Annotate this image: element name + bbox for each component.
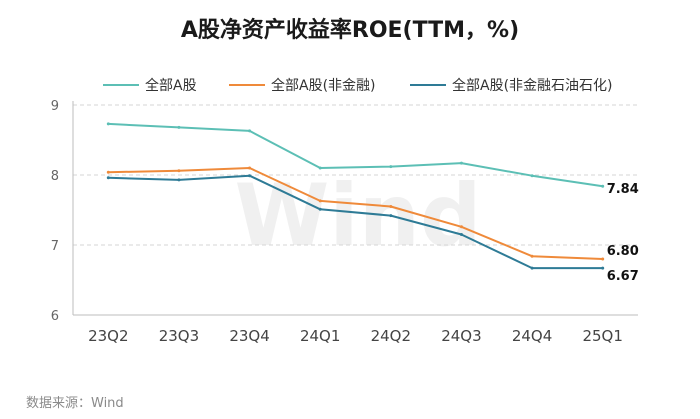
data-point: [601, 266, 605, 270]
legend-label: 全部A股(非金融): [271, 78, 376, 94]
data-point: [459, 233, 463, 236]
chart-title: A股净资产收益率ROE(TTM，%): [180, 18, 520, 43]
data-point: [601, 184, 605, 188]
data-point: [177, 125, 181, 129]
y-tick-label: 7: [51, 239, 59, 254]
data-point: [248, 166, 252, 170]
data-point: [389, 165, 393, 169]
data-point: [106, 170, 110, 174]
x-tick-label: 24Q4: [512, 327, 552, 345]
y-tick-label: 6: [51, 309, 59, 324]
series-line-3: [108, 174, 603, 270]
data-point: [177, 178, 181, 182]
data-label: 7.84: [607, 182, 639, 197]
x-tick-label: 23Q3: [159, 327, 199, 345]
legend-label: 全部A股(非金融石油石化): [452, 78, 613, 94]
data-point: [318, 207, 322, 211]
data-point: [177, 169, 181, 173]
data-point: [106, 122, 110, 126]
data-point: [248, 129, 252, 133]
watermark-text: Wind: [234, 166, 481, 266]
y-tick-label: 8: [51, 169, 59, 184]
legend-swatch: [229, 84, 265, 86]
data-point: [601, 257, 605, 261]
legend-swatch: [103, 84, 139, 86]
data-point: [459, 161, 463, 165]
data-point: [459, 225, 463, 229]
data-point: [248, 174, 252, 178]
data-point: [530, 174, 534, 178]
data-point: [389, 205, 393, 208]
x-tick-label: 23Q4: [229, 327, 269, 345]
data-point: [318, 199, 322, 203]
legend: 全部A股 全部A股(非金融) 全部A股(非金融石油石化): [0, 75, 700, 99]
series-line-1: [108, 122, 603, 188]
x-tick-label: 24Q2: [371, 327, 411, 345]
data-label: 6.67: [607, 269, 639, 284]
data-point: [530, 254, 534, 258]
legend-label: 全部A股: [145, 78, 197, 94]
data-point: [318, 166, 322, 170]
x-tick-label: 24Q3: [441, 327, 481, 345]
x-tick-label: 23Q2: [88, 327, 128, 345]
data-point: [530, 266, 534, 270]
data-point: [389, 214, 393, 218]
legend-item-all-a: 全部A股: [103, 75, 197, 95]
legend-item-non-financial: 全部A股(非金融): [229, 75, 376, 95]
x-tick-label: 24Q1: [300, 327, 340, 345]
x-tick-label: 25Q1: [582, 327, 622, 345]
y-tick-label: 9: [51, 99, 59, 114]
legend-item-non-financial-petro: 全部A股(非金融石油石化): [410, 75, 613, 95]
source-note: 数据来源：Wind: [26, 396, 124, 411]
data-point: [106, 176, 110, 180]
legend-swatch: [410, 84, 446, 86]
series-line-2: [108, 167, 603, 260]
data-label: 6.80: [607, 244, 639, 259]
